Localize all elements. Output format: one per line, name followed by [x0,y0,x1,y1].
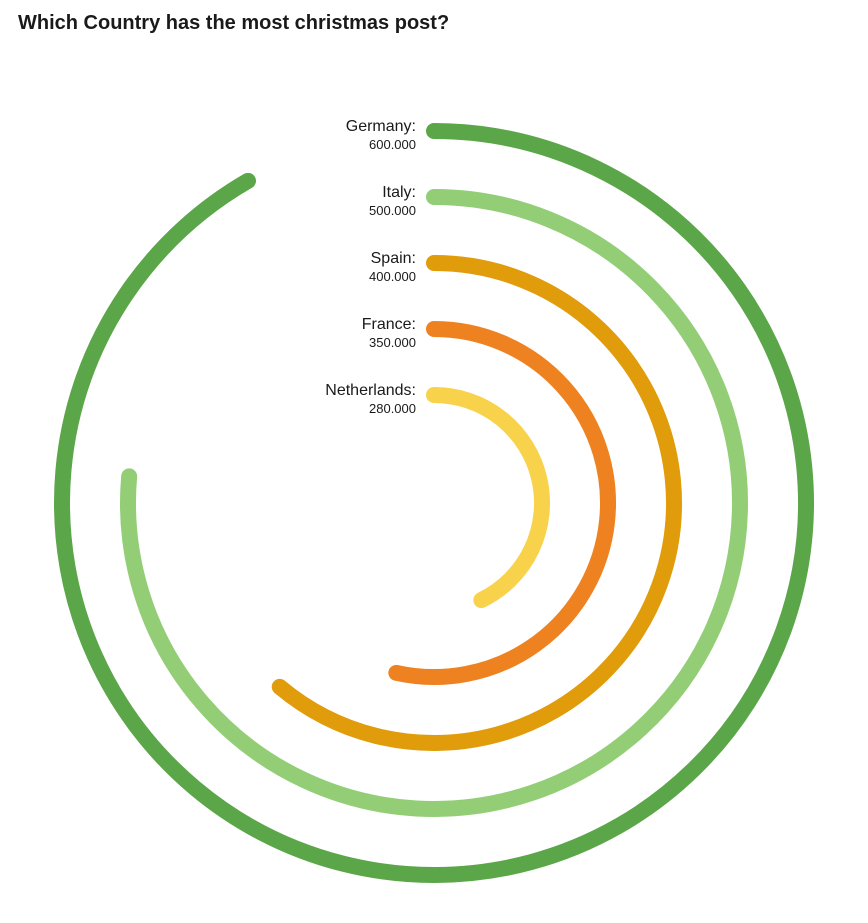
arc-label-spain: Spain:400.000 [369,249,416,285]
arc-value: 280.000 [325,401,416,417]
arc-italy [128,197,740,809]
chart-title: Which Country has the most christmas pos… [0,0,868,43]
arc-country: Spain: [369,249,416,269]
arc-france [396,329,608,677]
arc-country: Italy: [369,183,416,203]
radial-chart: Germany:600.000 Italy:500.000 Spain:400.00… [0,43,868,913]
arc-label-netherlands: Netherlands:280.000 [325,381,416,417]
arc-germany [62,131,806,875]
arc-country: France: [362,315,416,335]
arc-country: Netherlands: [325,381,416,401]
chart-svg [0,43,868,913]
arc-value: 600.000 [346,137,416,153]
arc-value: 350.000 [362,335,416,351]
arc-label-italy: Italy:500.000 [369,183,416,219]
arc-country: Germany: [346,117,416,137]
arc-value: 400.000 [369,269,416,285]
arc-label-france: France:350.000 [362,315,416,351]
arc-netherlands [434,395,542,600]
arc-label-germany: Germany:600.000 [346,117,416,153]
arc-value: 500.000 [369,203,416,219]
